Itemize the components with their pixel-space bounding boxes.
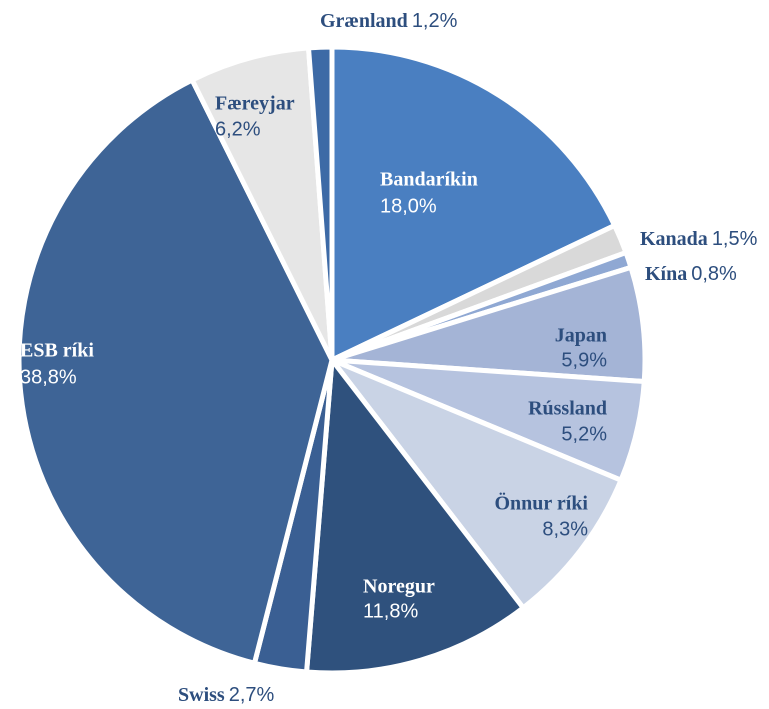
slice-name: Grænland (320, 10, 408, 32)
slice-name: Kanada (640, 228, 708, 250)
slice-value: 1,5% (712, 228, 758, 250)
slice-name: Rússland (528, 398, 607, 420)
slice-name: Önnur ríki (494, 492, 588, 515)
pie-slice (329, 44, 618, 364)
slice-value: 2,7% (229, 684, 275, 706)
slice-name: Kína (645, 263, 687, 285)
pie-slice (324, 354, 625, 612)
slice-label: Kína 0,8% (645, 263, 737, 286)
slice-name: Bandaríkin (380, 169, 478, 191)
slice-value: 11,8% (363, 600, 418, 622)
slice-value: 8,3% (542, 518, 588, 540)
slice-name: ESB ríki (20, 340, 94, 362)
slice-name: Noregur (363, 576, 435, 598)
slice-value: 5,9% (561, 349, 607, 371)
slice-value: 1,2% (412, 10, 458, 32)
slice-label: Swiss 2,7% (178, 684, 275, 707)
pie-slice (303, 353, 527, 676)
slice-name: Swiss (178, 684, 225, 706)
slice-label: Kanada 1,5% (640, 228, 758, 251)
slice-value: 0,8% (691, 263, 737, 285)
pie-slice (305, 44, 335, 361)
slice-name: Japan (555, 325, 607, 347)
slice-value: 5,2% (561, 423, 607, 445)
slice-name: Færeyjar (215, 93, 295, 115)
slice-value: 18,0% (380, 195, 437, 217)
pie-slice (16, 76, 335, 667)
slice-value: 6,2% (215, 118, 261, 140)
slice-value: 38,8% (20, 366, 77, 388)
slice-label: Grænland 1,2% (320, 10, 458, 33)
